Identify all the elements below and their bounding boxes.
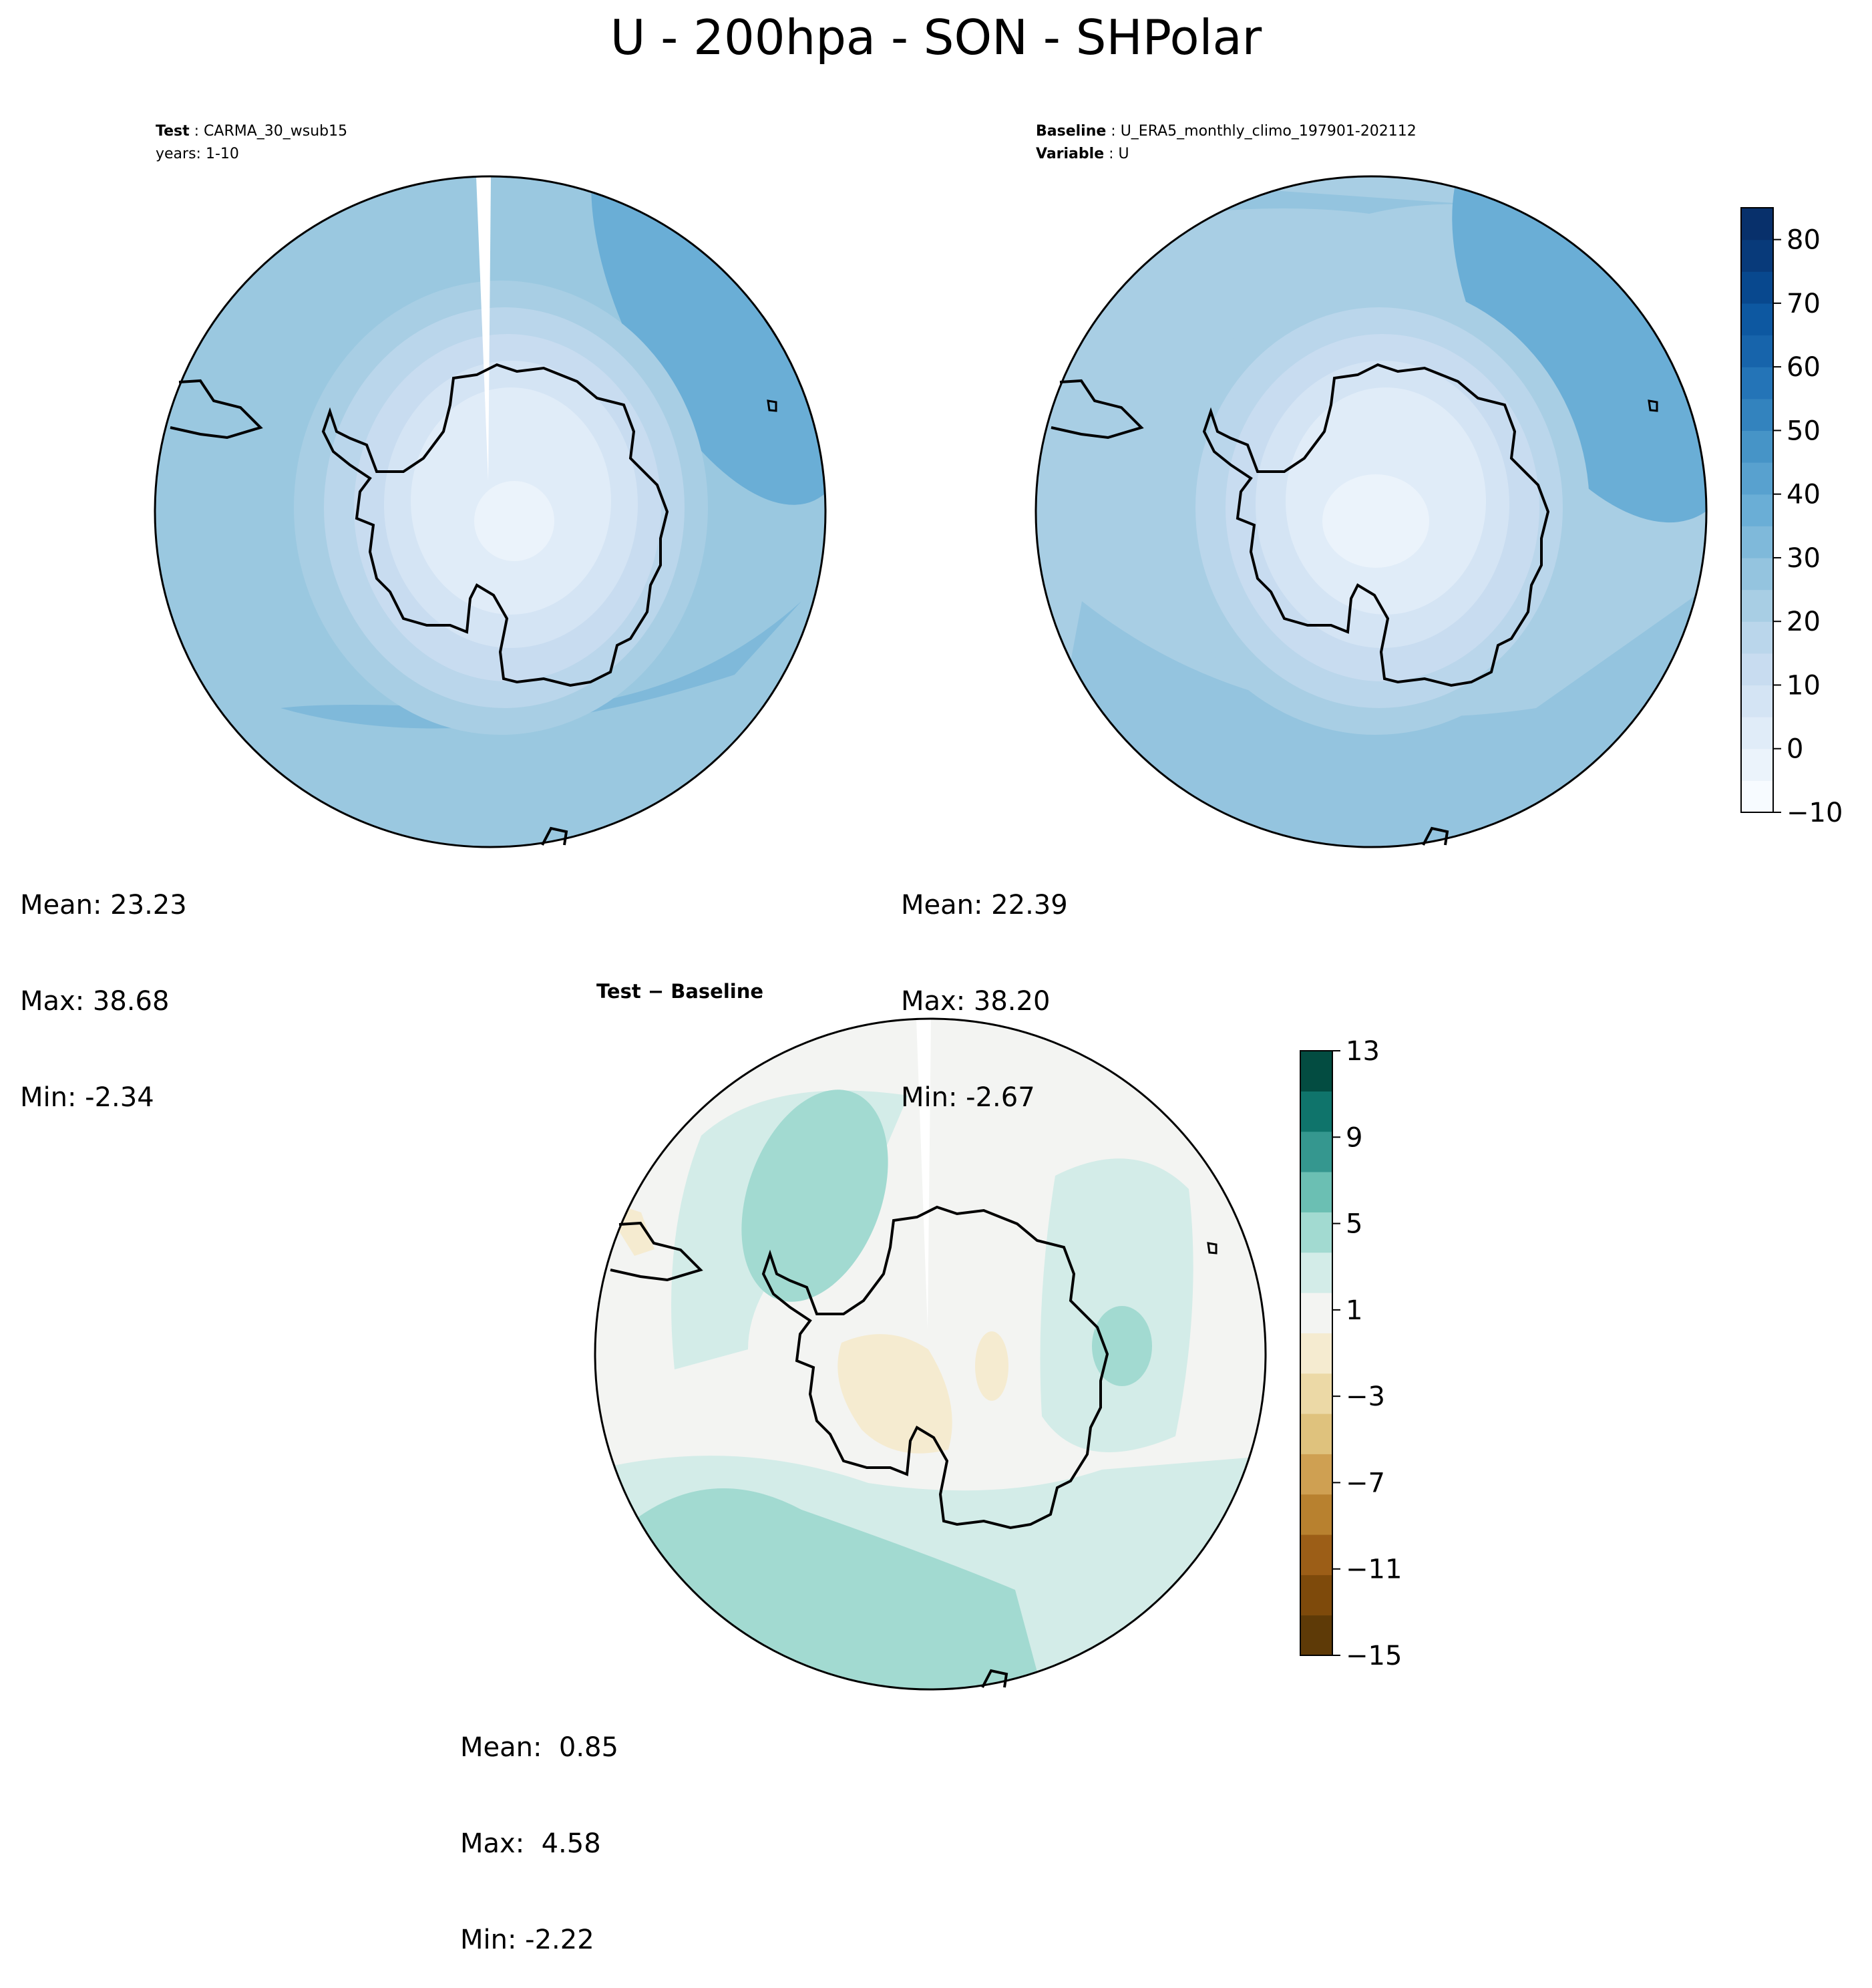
colorbar-segment [1741,589,1773,622]
colorbar-segment [1300,1615,1332,1656]
colorbar-tick-label: 60 [1787,352,1821,383]
main-colorbar: 80 70 60 50 40 30 20 10 0 −10 [1740,207,1843,828]
colorbar-segment [1741,208,1773,240]
diff-map [594,1017,1267,1691]
test-panel-title: Test : CARMA_30_wsub15 years: 1-10 [156,123,348,162]
colorbar-segment [1741,239,1773,272]
figure-canvas: 80 70 60 50 40 30 20 10 0 −10 13 9 5 1 −3 −7 −11 −15 [154,175,1843,1691]
colorbar-segment [1300,1172,1332,1212]
baseline-max: Max: 38.20 [901,986,1051,1017]
diff-panel-title: Test − Baseline [596,980,764,1003]
colorbar-tick-label: 70 [1787,289,1821,319]
test-stats: Mean: 23.23 Max: 38.68 Min: -2.34 [20,825,187,1146]
colorbar-tick-label: −15 [1346,1641,1402,1671]
test-title-value: CARMA_30_wsub15 [204,123,348,140]
colorbar-tick-label: 9 [1346,1122,1362,1153]
colorbar-tick-label: 10 [1787,670,1821,701]
colorbar-segment [1741,685,1773,717]
colorbar-segment [1300,1091,1332,1132]
colorbar-tick-label: 0 [1787,734,1803,765]
colorbar-segment [1741,271,1773,304]
colorbar-segment [1300,1414,1332,1454]
baseline-map-border [1035,175,1708,848]
diff-min: Min: -2.22 [460,1925,594,1955]
colorbar-frame [1300,1050,1333,1656]
colorbar-tick-label: 40 [1787,480,1821,510]
colorbar-segment [1741,526,1773,558]
baseline-variable-value: U [1118,146,1129,162]
colorbar-tick-label: −10 [1787,798,1843,828]
colorbar-frame [1740,207,1774,813]
baseline-min: Min: -2.67 [901,1082,1035,1113]
baseline-variable-key: Variable [1036,146,1105,162]
colorbar-segment [1300,1333,1332,1374]
test-map [154,175,827,848]
baseline-title-key: Baseline [1036,123,1107,140]
colorbar-segment [1741,557,1773,591]
colorbar-segment [1741,748,1773,781]
colorbar-tick-label: 13 [1346,1036,1380,1067]
colorbar-tick-label: 30 [1787,543,1821,574]
colorbar-segment [1741,653,1773,686]
colorbar-tick-label: −3 [1346,1381,1385,1412]
colorbar-segment [1741,494,1773,526]
diff-stats: Mean: 0.85 Max: 4.58 Min: -2.22 [460,1667,618,1988]
colorbar-segment [1741,621,1773,654]
diff-mean: Mean: 0.85 [460,1732,618,1763]
colorbar-segment [1741,780,1773,813]
colorbar-segment [1300,1534,1332,1575]
test-map-border [154,175,827,848]
colorbar-tick-label: −11 [1346,1554,1402,1585]
colorbar-segment [1300,1131,1332,1172]
colorbar-segment [1300,1494,1332,1535]
colorbar-tick-label: 80 [1787,225,1821,256]
test-subtitle: years: 1-10 [156,146,239,162]
diff-colorbar: 13 9 5 1 −3 −7 −11 −15 [1300,1036,1402,1671]
baseline-stats: Mean: 22.39 Max: 38.20 Min: -2.67 [901,825,1068,1146]
colorbar-tick-label: −7 [1346,1468,1385,1498]
colorbar-segment [1300,1212,1332,1253]
baseline-title-value: U_ERA5_monthly_climo_197901-202112 [1120,123,1417,140]
colorbar-segment [1300,1373,1332,1414]
test-max: Max: 38.68 [20,986,170,1017]
colorbar-tick-label: 20 [1787,607,1821,637]
colorbar-segment [1741,398,1773,432]
baseline-panel-title: Baseline : U_ERA5_monthly_climo_197901-2… [1036,123,1417,162]
colorbar-segment [1741,430,1773,463]
colorbar-segment [1300,1252,1332,1293]
colorbar-segment [1741,462,1773,495]
colorbar-tick-label: 1 [1346,1295,1362,1326]
colorbar-segment [1300,1051,1332,1092]
colorbar-tick-label: 5 [1346,1209,1362,1240]
colorbar-segment [1741,717,1773,750]
colorbar-segment [1300,1454,1332,1495]
baseline-mean: Mean: 22.39 [901,890,1068,921]
test-title-key: Test [156,123,190,140]
colorbar-segment [1741,335,1773,367]
colorbar-segment [1300,1575,1332,1616]
test-min: Min: -2.34 [20,1082,154,1113]
diff-map-border [594,1017,1267,1691]
test-mean: Mean: 23.23 [20,890,187,921]
colorbar-segment [1741,367,1773,399]
colorbar-segment [1741,303,1773,336]
figure-title: U - 200hpa - SON - SHPolar [610,9,1262,65]
diff-max: Max: 4.58 [460,1828,601,1859]
colorbar-segment [1300,1293,1332,1333]
colorbar-tick-label: 50 [1787,416,1821,446]
baseline-map [1035,175,1708,848]
